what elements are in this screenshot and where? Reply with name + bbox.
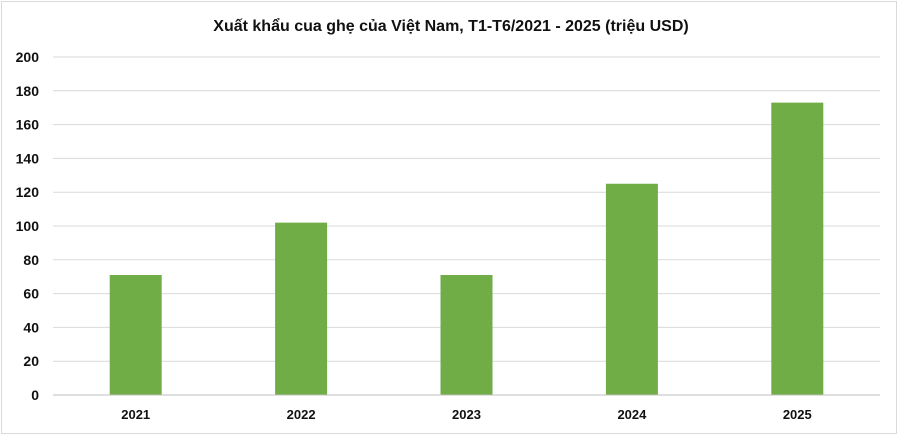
y-tick-label-160: 160 [16, 117, 40, 133]
y-tick-label-100: 100 [16, 218, 40, 234]
bar-2025 [771, 102, 824, 395]
y-tick-label-120: 120 [16, 184, 40, 200]
bar-2024 [605, 183, 658, 395]
y-tick-label-0: 0 [31, 387, 39, 403]
x-tick-label-2022: 2022 [287, 407, 316, 422]
tick-labels: 0 20 40 60 80 100 120 140 160 180 200 2021 2022 2023 2… [16, 49, 812, 422]
gridlines [53, 56, 880, 362]
chart-title: Xuất khẩu cua ghẹ của Việt Nam, T1-T6/20… [213, 17, 688, 35]
y-tick-label-180: 180 [16, 83, 40, 99]
y-tick-label-60: 60 [23, 286, 39, 302]
bar-2022 [275, 222, 328, 395]
y-tick-label-80: 80 [23, 252, 39, 268]
y-tick-label-40: 40 [23, 319, 39, 335]
y-tick-label-20: 20 [23, 353, 39, 369]
bar-2021 [109, 275, 162, 395]
x-tick-label-2025: 2025 [783, 407, 812, 422]
x-tick-label-2024: 2024 [617, 407, 647, 422]
x-tick-label-2021: 2021 [121, 407, 150, 422]
y-tick-label-140: 140 [16, 150, 40, 166]
x-tick-label-2023: 2023 [452, 407, 481, 422]
bars [109, 102, 824, 395]
bar-2023 [440, 275, 493, 395]
y-tick-label-200: 200 [16, 49, 40, 65]
